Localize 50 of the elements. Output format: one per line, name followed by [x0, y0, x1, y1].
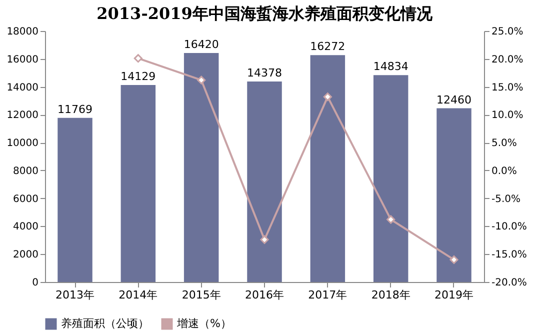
x-tick-label: 2018年: [371, 288, 410, 302]
y-tick-label: 8000: [13, 166, 38, 177]
y2-tick-label: 20.0%: [492, 54, 524, 66]
point: [386, 215, 396, 224]
x-tick-label: 2019年: [434, 288, 474, 302]
y2-tick-label: -5.0%: [492, 194, 521, 205]
y2-tick-label: 10.0%: [492, 110, 524, 122]
y-tick-label: 16000: [6, 54, 38, 66]
y2-tick-label: 25.0%: [492, 26, 524, 38]
data-label: 11769: [58, 102, 93, 116]
x-tick-label: 2013年: [56, 288, 95, 302]
x-tick-label: 2017年: [308, 288, 348, 302]
y-tick-label: 12000: [6, 110, 38, 122]
legend-label: 养殖面积（公顷）: [61, 317, 149, 330]
x-tick-label: 2014年: [118, 288, 158, 302]
y2-tick-label: 15.0%: [492, 82, 524, 94]
y2-tick-label: -10.0%: [492, 222, 527, 233]
y2-tick-label: 5.0%: [492, 138, 517, 150]
y-tick-label: 10000: [6, 138, 38, 150]
point: [323, 92, 332, 102]
x-tick-label: 2015年: [182, 288, 221, 302]
bar: [120, 84, 156, 282]
data-label: 16420: [184, 38, 219, 52]
y-tick-label: 18000: [6, 26, 38, 38]
legend-label: 增速（%）: [176, 317, 232, 330]
chart-title: 2013-2019年中国海蜇海水养殖面积变化情况: [96, 4, 434, 23]
y-tick-label: 4000: [13, 222, 38, 233]
bar: [58, 118, 92, 282]
y2-tick-label: -20.0%: [492, 278, 527, 288]
data-label: 16272: [310, 40, 346, 54]
data-label: 14378: [247, 66, 282, 80]
y-tick-label: 2000: [13, 250, 38, 261]
y-tick-label: 6000: [13, 194, 38, 205]
y2-tick-label: -15.0%: [492, 250, 527, 261]
y2-tick-label: 0.0%: [492, 166, 517, 177]
bar: [247, 82, 282, 282]
point: [134, 54, 142, 63]
data-label: 12460: [436, 93, 472, 106]
x-tick-label: 2016年: [245, 288, 284, 302]
bar: [310, 55, 346, 282]
data-label: 14129: [120, 70, 156, 83]
data-label: 14834: [373, 60, 408, 74]
point: [260, 235, 269, 244]
bar: [373, 75, 408, 282]
y-tick-label: 14000: [6, 82, 38, 94]
point: [197, 76, 206, 84]
bar: [436, 108, 472, 282]
bar: [184, 53, 219, 282]
y-tick-label: 0: [32, 278, 38, 288]
point: [450, 255, 458, 264]
